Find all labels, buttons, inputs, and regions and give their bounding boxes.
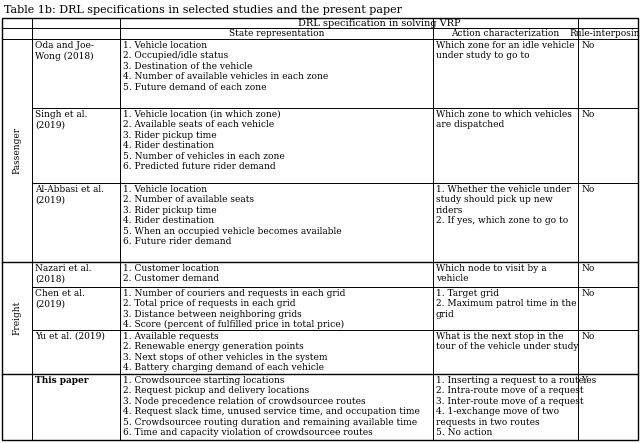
Text: 1. Crowdsourcee starting locations
2. Request pickup and delivery locations
3. N: 1. Crowdsourcee starting locations 2. Re… [123,376,420,437]
Text: Singh et al.
(2019): Singh et al. (2019) [35,110,88,129]
Text: Chen et al.
(2019): Chen et al. (2019) [35,289,85,308]
Text: This paper: This paper [35,376,88,385]
Text: Passenger: Passenger [13,127,22,174]
Text: No: No [581,264,595,273]
Text: 1. Target grid
2. Maximum patrol time in the
grid: 1. Target grid 2. Maximum patrol time in… [436,289,577,319]
Text: What is the next stop in the
tour of the vehicle under study: What is the next stop in the tour of the… [436,332,579,351]
Text: Nazari et al.
(2018): Nazari et al. (2018) [35,264,92,284]
Text: No: No [581,41,595,50]
Text: 1. Vehicle location
2. Occupied/idle status
3. Destination of the vehicle
4. Num: 1. Vehicle location 2. Occupied/idle sta… [123,41,328,92]
Text: 1. Available requests
2. Renewable energy generation points
3. Next stops of oth: 1. Available requests 2. Renewable energ… [123,332,328,372]
Text: Oda and Joe-
Wong (2018): Oda and Joe- Wong (2018) [35,41,94,61]
Text: 1. Number of couriers and requests in each grid
2. Total price of requests in ea: 1. Number of couriers and requests in ea… [123,289,346,329]
Text: 1. Customer location
2. Customer demand: 1. Customer location 2. Customer demand [123,264,219,284]
Text: Which zone for an idle vehicle
under study to go to: Which zone for an idle vehicle under stu… [436,41,575,60]
Text: No: No [581,185,595,194]
Text: 1. Vehicle location (in which zone)
2. Available seats of each vehicle
3. Rider : 1. Vehicle location (in which zone) 2. A… [123,110,285,171]
Text: 1. Whether the vehicle under
study should pick up new
riders
2. If yes, which zo: 1. Whether the vehicle under study shoul… [436,185,571,225]
Text: No: No [581,332,595,341]
Text: Yu et al. (2019): Yu et al. (2019) [35,332,105,341]
Text: No: No [581,289,595,298]
Text: No: No [581,110,595,119]
Text: Freight: Freight [13,301,22,335]
Text: Table 1b: DRL specifications in selected studies and the present paper: Table 1b: DRL specifications in selected… [4,5,402,15]
Text: 1. Vehicle location
2. Number of available seats
3. Rider pickup time
4. Rider d: 1. Vehicle location 2. Number of availab… [123,185,342,246]
Text: Which zone to which vehicles
are dispatched: Which zone to which vehicles are dispatc… [436,110,572,129]
Text: 1. Inserting a request to a route
2. Intra-route move of a request
3. Inter-rout: 1. Inserting a request to a route 2. Int… [436,376,584,437]
Text: Rule-interposing: Rule-interposing [570,29,640,38]
Text: Al-Abbasi et al.
(2019): Al-Abbasi et al. (2019) [35,185,104,204]
Text: State representation: State representation [228,29,324,38]
Text: Which node to visit by a
vehicle: Which node to visit by a vehicle [436,264,547,284]
Text: Action characterization: Action characterization [451,29,559,38]
Text: Yes: Yes [581,376,596,385]
Text: DRL specification in solving VRP: DRL specification in solving VRP [298,19,460,27]
